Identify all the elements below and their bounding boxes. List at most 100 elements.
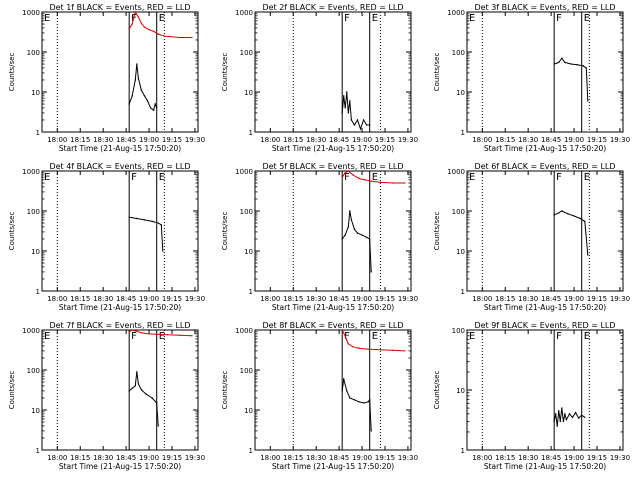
events-data-point: [137, 383, 140, 385]
lld-data-point: [131, 329, 133, 331]
events-data-point: [154, 103, 156, 105]
panel-det-5: Det 5f BLACK = Events, RED = LLD 1 10 100 10…: [221, 162, 418, 312]
x-tick-label: 19:00: [564, 454, 584, 462]
events-data-point: [162, 250, 164, 252]
x-axis-label: Start Time (21-Aug-15 17:50:20): [272, 144, 394, 153]
panel-det-8: Det 8f BLACK = Events, RED = LLD 1 10 100 10…: [221, 321, 418, 471]
x-tick-label: 18:45: [116, 295, 136, 303]
x-tick-label: 18:30: [518, 295, 538, 303]
events-data-point: [562, 420, 565, 423]
plot-frame: [254, 11, 412, 133]
panel-title: Det 8f BLACK = Events, RED = LLD: [262, 321, 403, 330]
events-data-point: [564, 413, 566, 415]
interval-marker-f: F: [131, 172, 137, 183]
interval-marker-f: F: [556, 172, 562, 183]
events-data-point: [131, 95, 133, 97]
lld-data-point: [128, 331, 130, 333]
x-tick-label: 18:30: [518, 136, 538, 144]
x-tick-label: 19:30: [398, 136, 418, 144]
events-series-line: [128, 371, 159, 426]
events-data-point: [553, 214, 555, 216]
x-axis-label: Start Time (21-Aug-15 17:50:20): [272, 303, 394, 312]
lld-data-point: [134, 330, 136, 332]
x-tick-label: 18:00: [260, 295, 280, 303]
x-tick-label: 19:30: [610, 136, 630, 144]
y-tick-label: 10: [244, 407, 253, 415]
events-data-point: [362, 402, 365, 404]
events-data-point: [143, 95, 146, 97]
x-tick-label: 19:00: [139, 136, 159, 144]
events-data-point: [559, 420, 561, 423]
panel-title: Det 5f BLACK = Events, RED = LLD: [262, 162, 403, 171]
panel-title: Det 7f BLACK = Events, RED = LLD: [49, 321, 190, 330]
y-axis-label: Counts/sec: [433, 212, 441, 251]
x-tick-label: 19:15: [375, 295, 395, 303]
lld-data-point: [347, 343, 349, 345]
x-tick-label: 19:30: [185, 454, 205, 462]
events-data-point: [128, 216, 130, 218]
panel-title: Det 4f BLACK = Events, RED = LLD: [49, 162, 190, 171]
x-tick-label: 18:15: [495, 454, 515, 462]
lld-data-point: [157, 33, 159, 35]
x-tick-label: 18:00: [472, 136, 492, 144]
events-data-point: [561, 210, 563, 212]
events-data-point: [344, 107, 346, 109]
x-tick-label: 19:30: [398, 295, 418, 303]
y-axis-label: Counts/sec: [8, 371, 16, 410]
events-data-point: [553, 63, 555, 65]
events-data-point: [353, 228, 356, 230]
events-data-point: [350, 119, 353, 121]
panel-det-4: Det 4f BLACK = Events, RED = LLD 1 10 100 10…: [8, 162, 205, 312]
events-data-point: [156, 107, 158, 109]
x-tick-label: 19:00: [564, 295, 584, 303]
plot-frame: [466, 170, 624, 292]
interval-marker-f: F: [131, 331, 137, 342]
y-tick-label: 1000: [447, 168, 465, 176]
lld-data-point: [140, 22, 143, 25]
x-tick-label: 18:30: [93, 454, 113, 462]
plot-frame: [466, 11, 624, 133]
events-data-point: [565, 418, 568, 421]
y-tick-label: 10: [456, 89, 465, 97]
interval-marker-e: E: [44, 172, 50, 183]
y-tick-label: 10: [456, 248, 465, 256]
events-data-point: [128, 390, 130, 392]
events-data-point: [346, 390, 348, 392]
x-tick-label: 19:15: [375, 454, 395, 462]
events-data-point: [367, 401, 369, 403]
events-data-point: [356, 119, 359, 121]
x-tick-label: 18:45: [329, 454, 349, 462]
lld-data-point: [347, 170, 349, 172]
lld-data-point: [148, 333, 150, 335]
events-data-point: [365, 124, 368, 126]
events-data-point: [136, 217, 138, 220]
events-series-line: [341, 91, 370, 131]
x-axis-label: Start Time (21-Aug-15 17:50:20): [484, 144, 606, 153]
x-tick-label: 18:30: [306, 454, 326, 462]
lld-data-point: [148, 29, 150, 31]
x-axis-label: Start Time (21-Aug-15 17:50:20): [59, 462, 181, 471]
events-data-point: [343, 95, 345, 97]
events-data-point: [564, 61, 566, 64]
events-data-point: [157, 222, 159, 224]
y-tick-label: 10: [244, 89, 253, 97]
events-data-point: [587, 254, 589, 256]
x-tick-label: 18:15: [495, 295, 515, 303]
events-data-point: [136, 63, 138, 65]
plot-frame: [41, 11, 199, 133]
x-tick-label: 19:30: [398, 454, 418, 462]
lld-data-point: [178, 334, 181, 336]
events-data-point: [136, 371, 138, 373]
x-tick-label: 19:00: [564, 136, 584, 144]
plot-frame: [254, 170, 412, 292]
y-tick-label: 1000: [22, 168, 40, 176]
x-tick-label: 18:00: [47, 295, 67, 303]
events-data-point: [347, 112, 349, 114]
lld-series-line: [341, 170, 405, 184]
x-tick-label: 18:00: [47, 136, 67, 144]
x-tick-label: 19:15: [587, 136, 607, 144]
x-tick-label: 19:30: [610, 454, 630, 462]
events-data-point: [349, 397, 351, 399]
x-tick-label: 18:15: [283, 295, 303, 303]
y-tick-label: 100: [27, 49, 40, 57]
